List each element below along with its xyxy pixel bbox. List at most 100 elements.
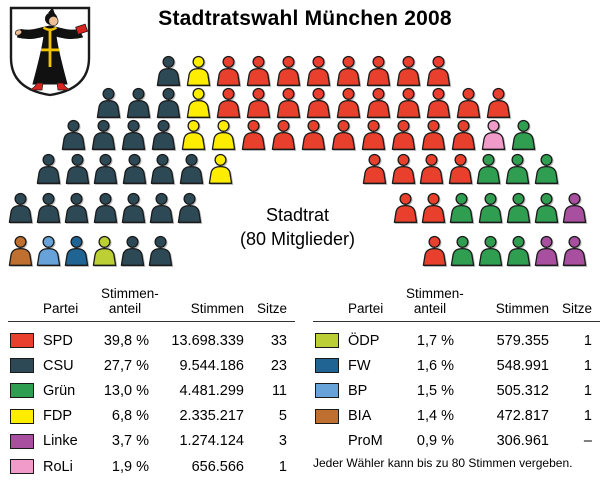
party-name: BP: [348, 382, 368, 399]
header-party: Partei: [348, 301, 384, 316]
table-body: ÖDP 1,7 % 579.355 1 FW 1,6 % 548.991 1 BP 1,5 % 50…: [313, 328, 600, 454]
seat-figure-FDP: [186, 55, 211, 86]
seat-figure-CSU: [64, 192, 89, 223]
seat-figure-Grün: [449, 192, 474, 223]
seat-figure-SPD: [271, 119, 296, 150]
seat-figure-RoLi: [481, 119, 506, 150]
party-color-swatch: [10, 408, 34, 424]
seat-figure-SPD: [396, 55, 421, 86]
vote-count: 472.817: [496, 408, 549, 425]
party-name: BIA: [348, 408, 372, 425]
seat-figure-FW: [64, 235, 89, 266]
vote-share: 1,4 %: [416, 408, 454, 425]
party-color-swatch: [10, 433, 34, 449]
party-name: ProM: [348, 433, 383, 450]
results-table-small-parties: Partei Stimmen- anteil Stimmen Sitze ÖDP…: [313, 286, 600, 454]
seat-figure-SPD: [421, 192, 446, 223]
party-row-SPD: SPD 39,8 % 13.698.339 33: [8, 328, 295, 353]
seat-figure-CSU: [177, 192, 202, 223]
seat-figure-SPD: [451, 119, 476, 150]
seat-figure-Linke: [534, 235, 559, 266]
seat-figure-CSU: [65, 153, 90, 184]
header-party: Partei: [43, 301, 79, 316]
party-row-ÖDP: ÖDP 1,7 % 579.355 1: [313, 328, 600, 353]
seat-figure-FDP: [208, 153, 233, 184]
seat-figure-CSU: [91, 119, 116, 150]
table-header: Partei Stimmen- anteil Stimmen Sitze: [313, 286, 600, 322]
seat-figure-Grün: [534, 192, 559, 223]
table-body: SPD 39,8 % 13.698.339 33 CSU 27,7 % 9.544.186 2…: [8, 328, 295, 479]
seat-figure-SPD: [391, 153, 416, 184]
seat-count: 1: [583, 408, 592, 425]
header-votes: Stimmen: [190, 301, 244, 316]
vote-count: 9.544.186: [179, 357, 244, 374]
vote-share: 27,7 %: [103, 357, 149, 374]
vote-share: 0,9 %: [416, 433, 454, 450]
seat-figure-Grün: [478, 235, 503, 266]
party-name: SPD: [43, 332, 73, 349]
seat-figure-CSU: [36, 192, 61, 223]
party-row-Grün: Grün 13,0 % 4.481.299 11: [8, 378, 295, 403]
party-color-swatch: [10, 459, 34, 475]
vote-count: 4.481.299: [179, 382, 244, 399]
assembly-label: Stadtrat (80 Mitglieder): [200, 203, 395, 251]
vote-share: 3,7 %: [111, 433, 149, 450]
vote-count: 505.312: [496, 382, 549, 399]
party-color-swatch: [10, 358, 34, 374]
vote-share: 13,0 %: [103, 382, 149, 399]
seat-figure-SPD: [426, 55, 451, 86]
header-vote-share: Stimmen- anteil: [406, 286, 464, 316]
party-color-swatch: [315, 333, 339, 349]
seat-figure-SPD: [456, 87, 481, 118]
party-row-BP: BP 1,5 % 505.312 1: [313, 378, 600, 403]
vote-count: 13.698.339: [171, 332, 244, 349]
vote-share: 1,5 %: [416, 382, 454, 399]
seat-figure-SPD: [421, 119, 446, 150]
seat-figure-SPD: [419, 153, 444, 184]
seat-figure-CSU: [156, 55, 181, 86]
party-color-swatch: [315, 358, 339, 374]
party-row-FW: FW 1,6 % 548.991 1: [313, 353, 600, 378]
party-color-swatch: [315, 383, 339, 399]
party-row-RoLi: RoLi 1,9 % 656.566 1: [8, 454, 295, 479]
header-seats: Sitze: [561, 301, 592, 316]
seat-figure-SPD: [306, 55, 331, 86]
seat-figure-SPD: [426, 87, 451, 118]
seat-figure-CSU: [156, 87, 181, 118]
seat-figure-Grün: [534, 153, 559, 184]
party-row-FDP: FDP 6,8 % 2.335.217 5: [8, 404, 295, 429]
header-vote-share: Stimmen- anteil: [101, 286, 159, 316]
seat-figure-SPD: [246, 87, 271, 118]
seat-figure-Grün: [450, 235, 475, 266]
seat-figure-Grün: [505, 153, 530, 184]
party-row-CSU: CSU 27,7 % 9.544.186 23: [8, 353, 295, 378]
vote-share: 39,8 %: [103, 332, 149, 349]
seat-count: 11: [271, 382, 287, 399]
seat-figure-Grün: [511, 119, 536, 150]
vote-count: 548.991: [496, 357, 549, 374]
seat-figure-SPD: [486, 87, 511, 118]
party-name: ÖDP: [348, 332, 380, 349]
vote-share: 1,7 %: [416, 332, 454, 349]
seat-figure-SPD: [396, 87, 421, 118]
party-name: Grün: [43, 382, 76, 399]
vote-share: 6,8 %: [111, 408, 149, 425]
seat-figure-Grün: [506, 235, 531, 266]
seat-figure-Grün: [506, 192, 531, 223]
seat-figure-SPD: [366, 55, 391, 86]
seat-figure-CSU: [148, 235, 173, 266]
seat-count: 3: [278, 433, 287, 450]
seat-figure-CSU: [150, 153, 175, 184]
party-name: FW: [348, 357, 371, 374]
seat-figure-ÖDP: [92, 235, 117, 266]
seat-figure-CSU: [93, 153, 118, 184]
party-row-ProM: ProM 0,9 % 306.961 –: [313, 429, 600, 454]
seat-figure-Grün: [478, 192, 503, 223]
seat-figure-SPD: [276, 87, 301, 118]
seat-figure-SPD: [393, 192, 418, 223]
header-votes: Stimmen: [495, 301, 549, 316]
seat-figure-SPD: [361, 119, 386, 150]
seat-figure-SPD: [246, 55, 271, 86]
party-name: CSU: [43, 357, 74, 374]
vote-count: 1.274.124: [179, 433, 244, 450]
